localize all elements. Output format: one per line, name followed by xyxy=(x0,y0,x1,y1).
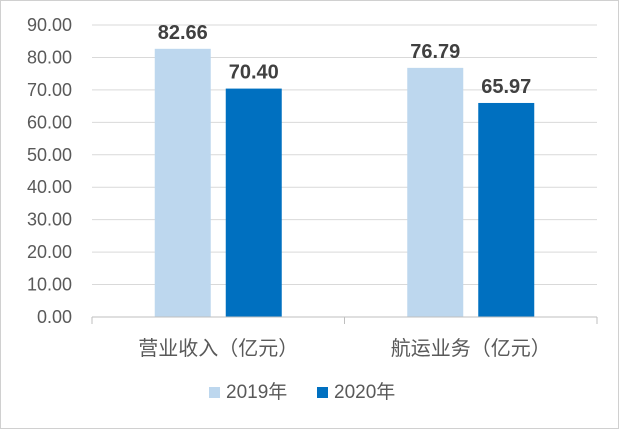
legend-swatch xyxy=(209,387,220,398)
y-tick-label: 60.00 xyxy=(27,112,72,132)
y-tick-label: 50.00 xyxy=(27,145,72,165)
x-category-label: 航运业务（亿元） xyxy=(391,336,551,360)
y-tick-label: 90.00 xyxy=(27,15,72,35)
y-tick-label: 40.00 xyxy=(27,177,72,197)
y-tick-label: 10.00 xyxy=(27,275,72,295)
y-tick-label: 30.00 xyxy=(27,210,72,230)
y-tick-label: 0.00 xyxy=(37,307,72,327)
data-label: 70.40 xyxy=(229,62,279,84)
legend-swatch xyxy=(317,387,328,398)
x-category-label: 营业收入（亿元） xyxy=(138,336,298,360)
bar xyxy=(225,88,282,317)
y-tick-label: 70.00 xyxy=(27,80,72,100)
bar xyxy=(154,48,211,318)
legend: 2019年 2020年 xyxy=(209,381,395,403)
bars xyxy=(154,48,535,318)
y-axis: 0.00 10.00 20.00 30.00 40.00 50.00 60.00 70.00 8… xyxy=(27,15,72,327)
y-tick-label: 20.00 xyxy=(27,242,72,262)
data-label: 82.66 xyxy=(158,22,208,44)
bar xyxy=(407,67,464,318)
data-label: 65.97 xyxy=(481,76,531,98)
x-axis: 营业收入（亿元） 航运业务（亿元） xyxy=(91,316,598,360)
bar xyxy=(478,102,535,318)
legend-label: 2019年 xyxy=(226,381,287,403)
y-tick-label: 80.00 xyxy=(27,47,72,67)
legend-label: 2020年 xyxy=(334,381,395,403)
data-labels: 82.66 70.40 76.79 65.97 xyxy=(158,22,532,98)
data-label: 76.79 xyxy=(410,41,460,63)
